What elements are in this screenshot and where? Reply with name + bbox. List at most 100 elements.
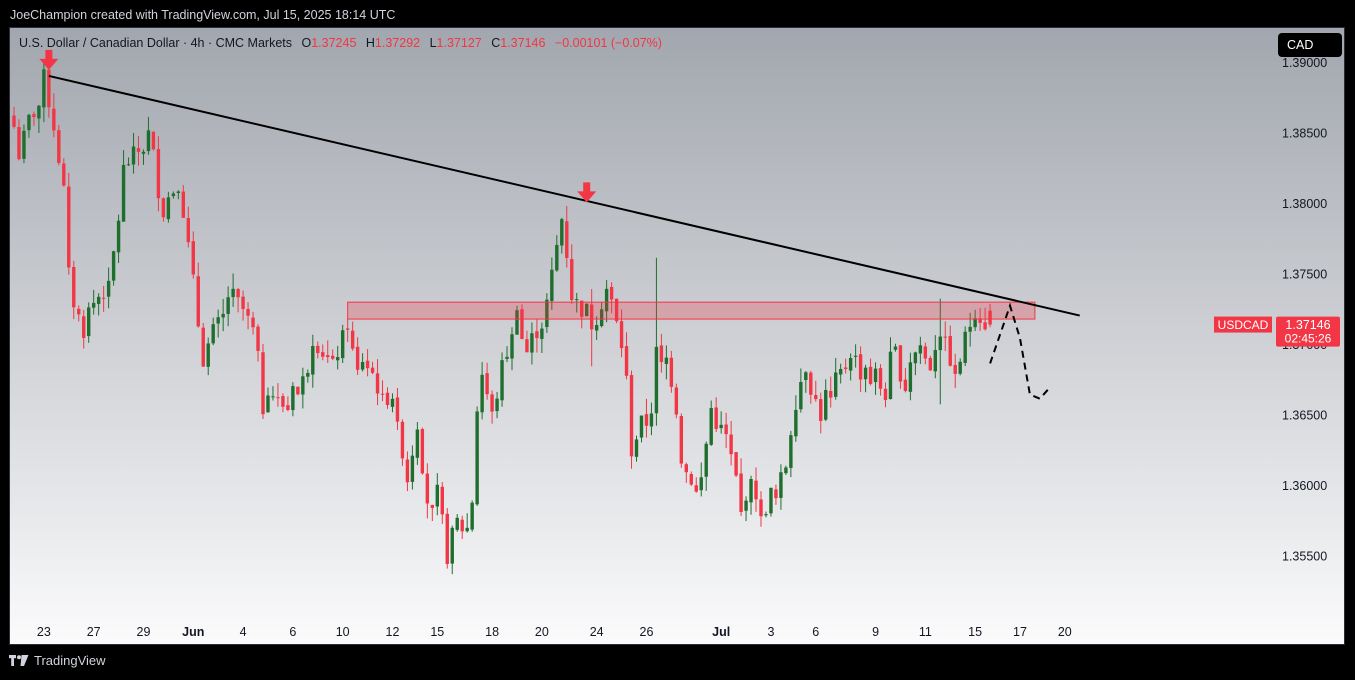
candle-body [530, 333, 534, 353]
candle [819, 392, 823, 434]
candle-body [714, 407, 718, 430]
chart-background [10, 28, 1344, 644]
candle-body [405, 459, 410, 483]
currency-button[interactable]: CAD [1278, 33, 1342, 57]
candle [146, 116, 151, 155]
projection-path [989, 302, 1051, 400]
candle-body [903, 379, 908, 391]
time-tick-label: Jul [712, 625, 730, 639]
candle [286, 396, 290, 412]
candle-body [231, 288, 235, 298]
candle [251, 311, 255, 335]
candle-body [664, 357, 669, 364]
candle-body [724, 424, 728, 435]
candle [375, 359, 380, 406]
chart-frame[interactable]: 1.390001.385001.380001.375001.370001.365… [9, 27, 1345, 645]
candle [769, 487, 773, 517]
candle-body [420, 429, 425, 474]
candle [634, 435, 639, 462]
candle [963, 326, 967, 366]
close-value: 1.37146 [500, 36, 546, 50]
candle [550, 257, 554, 310]
time-tick-label: 29 [137, 625, 151, 639]
candle-body [669, 357, 674, 387]
time-tick-label: 23 [37, 625, 51, 639]
candle [674, 383, 679, 419]
candle-body [445, 513, 449, 564]
price-tick-label: 1.35500 [1282, 550, 1327, 564]
candle [136, 135, 141, 166]
candle-body [913, 352, 918, 364]
candle-body [161, 198, 166, 218]
candle-body [415, 429, 420, 458]
candle-body [47, 69, 51, 108]
candle [878, 364, 883, 396]
trendline [48, 74, 1080, 317]
candle [271, 386, 275, 401]
candle [430, 504, 435, 522]
time-tick-label: 10 [336, 625, 350, 639]
candle [863, 364, 868, 393]
candle-body [42, 69, 46, 108]
candle [928, 355, 933, 371]
footer-brand-label: TradingView [34, 653, 106, 668]
candle-body [490, 394, 494, 412]
candle-body [455, 517, 459, 530]
candle-body [779, 472, 783, 498]
time-tick-label: 12 [386, 625, 400, 639]
candle [96, 293, 101, 316]
candle [405, 451, 410, 492]
candle-body [82, 316, 86, 338]
candle [236, 287, 240, 313]
candle [360, 353, 365, 372]
candle-body [281, 396, 285, 407]
candle [565, 206, 569, 268]
candle [27, 113, 31, 138]
candle-body [824, 390, 828, 420]
candle [654, 257, 659, 426]
candle-body [390, 398, 395, 407]
candle-body [216, 317, 220, 324]
time-tick-label: 6 [289, 625, 296, 639]
candle-body [37, 105, 41, 119]
candle [719, 411, 723, 434]
candle [629, 370, 634, 469]
candle [465, 513, 469, 533]
candle-body [838, 369, 843, 375]
candle-body [91, 302, 96, 308]
candle [948, 325, 952, 367]
candle [326, 340, 330, 364]
candle [858, 346, 863, 392]
candle [221, 298, 225, 332]
swing-high-arrow-icon [577, 182, 597, 203]
price-axis: 1.390001.385001.380001.375001.370001.365… [1282, 56, 1327, 563]
candle-body [789, 435, 793, 468]
candle [485, 362, 489, 400]
candle-body [226, 297, 230, 314]
candle-body [201, 327, 205, 367]
candle-body [814, 395, 818, 400]
candle-body [256, 326, 260, 351]
candle [988, 303, 992, 328]
candle-body [570, 259, 574, 301]
time-tick-label: 24 [590, 625, 604, 639]
time-tick-label: 18 [485, 625, 499, 639]
candle [450, 525, 454, 575]
candlestick-chart[interactable]: 1.390001.385001.380001.375001.370001.365… [10, 28, 1345, 645]
candle-body [973, 318, 977, 328]
candle-body [883, 388, 888, 401]
candle [500, 352, 504, 407]
candle-body [550, 269, 554, 302]
candle [156, 136, 161, 212]
candle-body [52, 108, 56, 131]
candle [345, 318, 350, 343]
candle-body [978, 318, 982, 323]
candle-body [769, 487, 773, 514]
candle [226, 286, 230, 327]
candle-body [953, 364, 957, 374]
candle-body [246, 308, 250, 316]
candle [749, 475, 753, 515]
time-tick-label: Jun [182, 625, 204, 639]
candle [355, 337, 360, 375]
candle [834, 358, 838, 400]
